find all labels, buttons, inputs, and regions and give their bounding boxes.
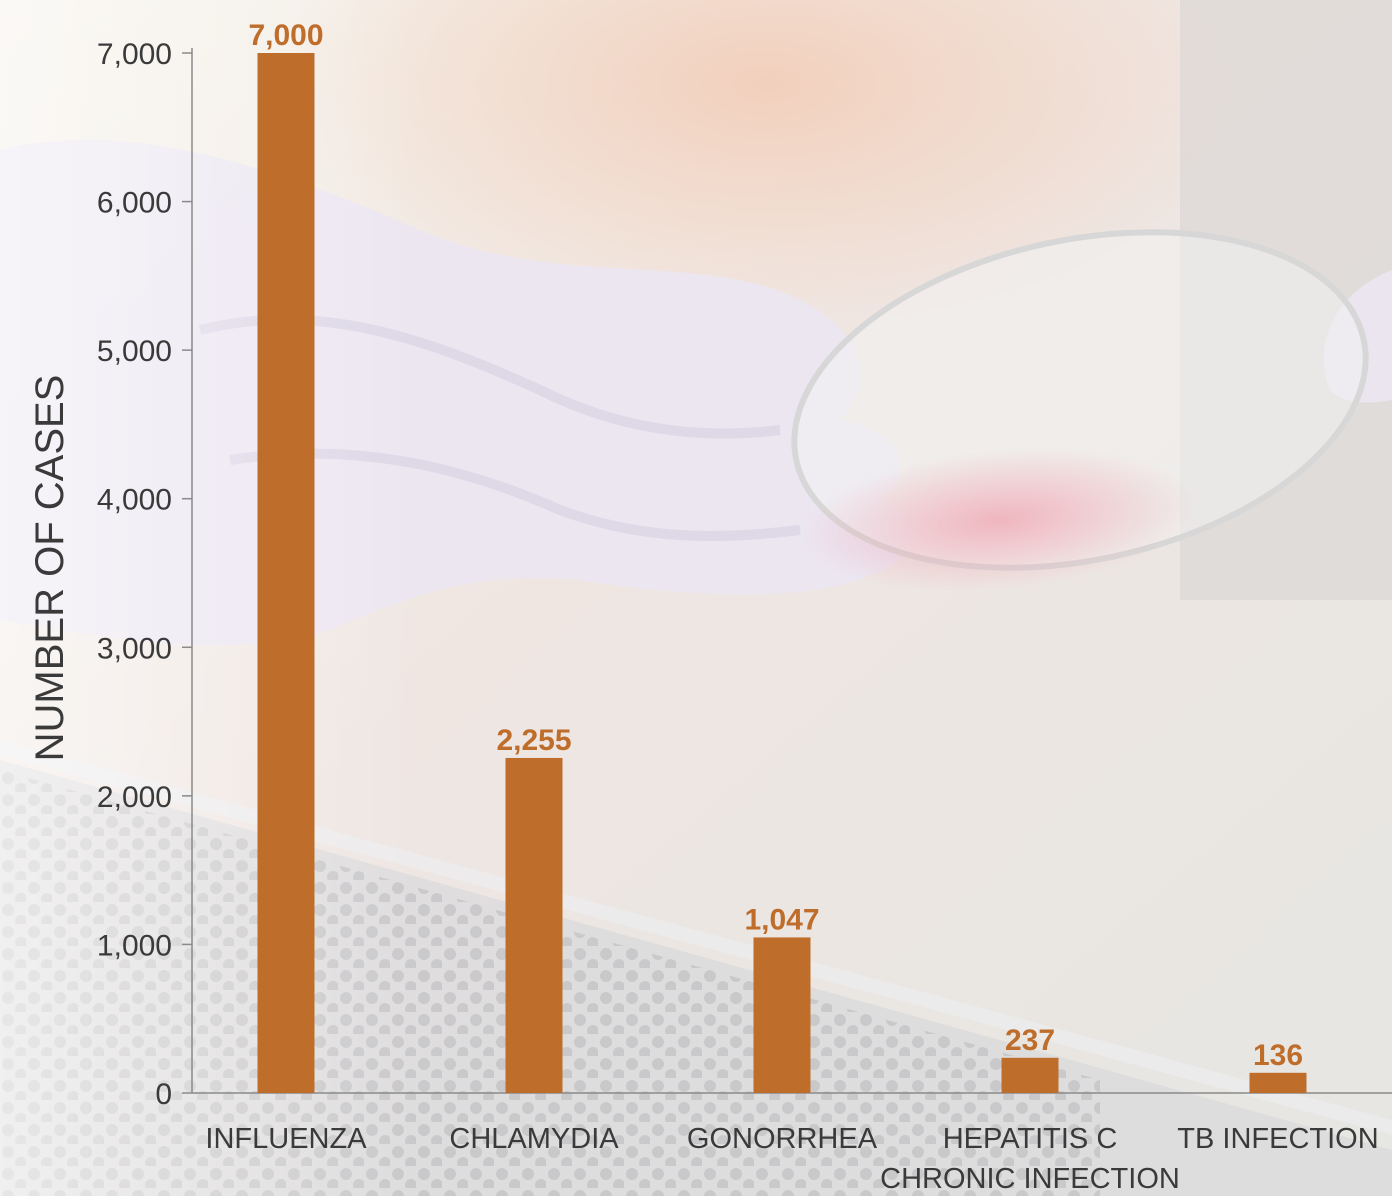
labels: 7,000 INFLUENZA 2,255 CHLAMYDIA 1,047 GONORRH… [205, 19, 1378, 1195]
bar [1249, 1072, 1307, 1093]
bar-value-label: 237 [1005, 1024, 1055, 1057]
x-category-label: TB INFECTION [1177, 1123, 1378, 1155]
y-axis-title: NUMBER OF CASES [28, 375, 72, 762]
x-category-label: GONORRHEA [687, 1123, 878, 1155]
axes: 0 1,000 2,000 3,000 4,000 5,000 6,000 7,000 NUMB… [28, 38, 1392, 1111]
bar-value-label: 7,000 [248, 19, 323, 52]
x-category-label: HEPATITIS C CHRONIC INFECTION [880, 1123, 1180, 1195]
y-tick-label: 1,000 [97, 929, 172, 962]
x-category-label-line: HEPATITIS C [943, 1123, 1118, 1155]
x-category-label-line: CHLAMYDIA [449, 1123, 619, 1155]
x-category-label-line: INFLUENZA [205, 1123, 367, 1155]
bar-value-label: 2,255 [496, 724, 571, 757]
bar [505, 757, 563, 1093]
bar [1001, 1057, 1059, 1093]
y-tick-label: 3,000 [97, 632, 172, 665]
y-tick-label: 7,000 [97, 38, 172, 71]
y-tick-label: 2,000 [97, 781, 172, 814]
y-tick-label: 0 [155, 1078, 172, 1111]
bar [257, 53, 315, 1093]
x-category-label-line: TB INFECTION [1177, 1123, 1378, 1155]
y-tick-label: 6,000 [97, 187, 172, 220]
bar-value-label: 1,047 [744, 903, 819, 936]
bars [257, 53, 1307, 1093]
x-category-label: INFLUENZA [205, 1123, 367, 1155]
y-tick-label: 5,000 [97, 335, 172, 368]
x-category-label-line: GONORRHEA [687, 1123, 878, 1155]
bar-value-label: 136 [1253, 1039, 1303, 1072]
y-tick-label: 4,000 [97, 484, 172, 517]
bar [753, 937, 811, 1093]
x-category-label: CHLAMYDIA [449, 1123, 619, 1155]
x-category-label-line: CHRONIC INFECTION [880, 1163, 1180, 1195]
